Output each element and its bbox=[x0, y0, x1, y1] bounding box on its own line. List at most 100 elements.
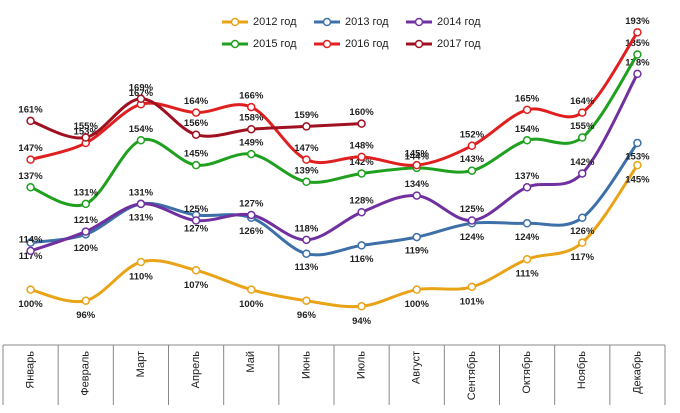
value-label: 143% bbox=[460, 154, 485, 165]
point bbox=[191, 160, 201, 170]
value-label: 154% bbox=[515, 124, 540, 135]
value-label: 148% bbox=[349, 140, 374, 151]
value-label: 185% bbox=[625, 38, 650, 49]
x-tick-label: Февраль bbox=[80, 351, 92, 396]
value-label: 164% bbox=[570, 96, 595, 107]
value-label: 100% bbox=[405, 299, 430, 310]
point bbox=[247, 124, 256, 134]
legend-marker bbox=[414, 17, 424, 27]
value-label: 114% bbox=[19, 234, 43, 245]
value-label: 125% bbox=[184, 204, 209, 215]
value-label: 113% bbox=[295, 262, 319, 273]
value-label: 169% bbox=[129, 82, 154, 93]
point bbox=[412, 285, 421, 294]
point bbox=[26, 116, 35, 126]
value-label: 164% bbox=[184, 96, 209, 107]
point bbox=[247, 285, 256, 294]
point bbox=[191, 216, 201, 225]
x-tick-label: Декабрь bbox=[631, 351, 643, 394]
point bbox=[302, 122, 311, 131]
value-label: 158% bbox=[239, 113, 264, 124]
legend-label: 2014 год bbox=[437, 16, 481, 28]
value-label: 94% bbox=[352, 316, 372, 327]
point bbox=[357, 241, 366, 250]
value-label: 126% bbox=[239, 226, 264, 237]
point bbox=[357, 302, 366, 311]
value-label: 155% bbox=[570, 121, 595, 132]
value-label: 147% bbox=[18, 143, 43, 154]
legend-label: 2015 год bbox=[253, 38, 297, 50]
point bbox=[522, 183, 532, 192]
point bbox=[81, 296, 90, 305]
value-label: 126% bbox=[570, 226, 595, 237]
value-label: 137% bbox=[18, 171, 43, 182]
value-label: 193% bbox=[625, 16, 650, 27]
value-label: 134% bbox=[405, 179, 430, 190]
legend-marker bbox=[414, 39, 424, 49]
point bbox=[26, 155, 35, 164]
x-tick-label: Январь bbox=[24, 351, 36, 389]
series-line bbox=[30, 31, 639, 167]
point bbox=[633, 69, 642, 79]
point bbox=[412, 232, 421, 242]
value-label: 156% bbox=[184, 118, 209, 129]
value-label: 127% bbox=[239, 198, 264, 209]
legend-marker bbox=[322, 39, 332, 49]
value-label: 142% bbox=[570, 157, 595, 168]
point bbox=[467, 216, 477, 225]
point bbox=[81, 199, 90, 209]
point bbox=[136, 199, 146, 209]
point bbox=[302, 296, 311, 305]
point bbox=[191, 108, 201, 117]
point bbox=[522, 254, 532, 264]
point bbox=[412, 160, 421, 170]
point bbox=[578, 169, 587, 178]
value-label: 137% bbox=[515, 171, 540, 182]
value-label: 118% bbox=[295, 223, 319, 234]
legend-label: 2016 год bbox=[345, 38, 389, 50]
value-label: 111% bbox=[515, 269, 539, 280]
value-label: 167% bbox=[129, 88, 154, 99]
point bbox=[578, 133, 587, 142]
point bbox=[633, 160, 642, 170]
value-label: 131% bbox=[129, 187, 154, 198]
point bbox=[357, 169, 366, 178]
point bbox=[136, 257, 146, 267]
x-tick-label: Октябрь bbox=[521, 351, 533, 394]
value-label: 101% bbox=[460, 296, 485, 307]
value-label: 153% bbox=[74, 127, 99, 138]
point bbox=[191, 130, 201, 139]
value-label: 159% bbox=[294, 110, 319, 121]
value-label: 124% bbox=[460, 232, 485, 243]
legend-marker bbox=[322, 17, 332, 27]
point bbox=[357, 152, 366, 162]
point bbox=[357, 207, 366, 217]
value-label: 145% bbox=[625, 175, 650, 186]
legend-marker bbox=[230, 39, 240, 49]
x-tick-label: Май bbox=[245, 351, 257, 373]
value-label: 161% bbox=[18, 104, 43, 115]
point bbox=[26, 285, 35, 294]
point bbox=[522, 136, 532, 145]
value-label: 149% bbox=[239, 138, 264, 149]
value-label: 139% bbox=[294, 165, 319, 176]
x-tick-label: Март bbox=[135, 351, 147, 377]
value-label: 160% bbox=[349, 107, 374, 118]
point bbox=[302, 235, 311, 245]
point bbox=[26, 183, 35, 192]
x-tick-label: Июль bbox=[355, 351, 367, 379]
point bbox=[522, 105, 532, 115]
point bbox=[247, 149, 256, 159]
point bbox=[578, 238, 587, 247]
value-label: 145% bbox=[184, 149, 209, 160]
point bbox=[136, 136, 146, 145]
value-label: 127% bbox=[184, 223, 209, 234]
point bbox=[81, 227, 90, 236]
value-label: 107% bbox=[184, 280, 209, 291]
point bbox=[578, 213, 587, 222]
point bbox=[247, 102, 256, 112]
value-label: 96% bbox=[76, 310, 96, 321]
value-label: 96% bbox=[297, 310, 317, 321]
point bbox=[633, 28, 642, 37]
legend-label: 2017 год bbox=[437, 38, 481, 50]
